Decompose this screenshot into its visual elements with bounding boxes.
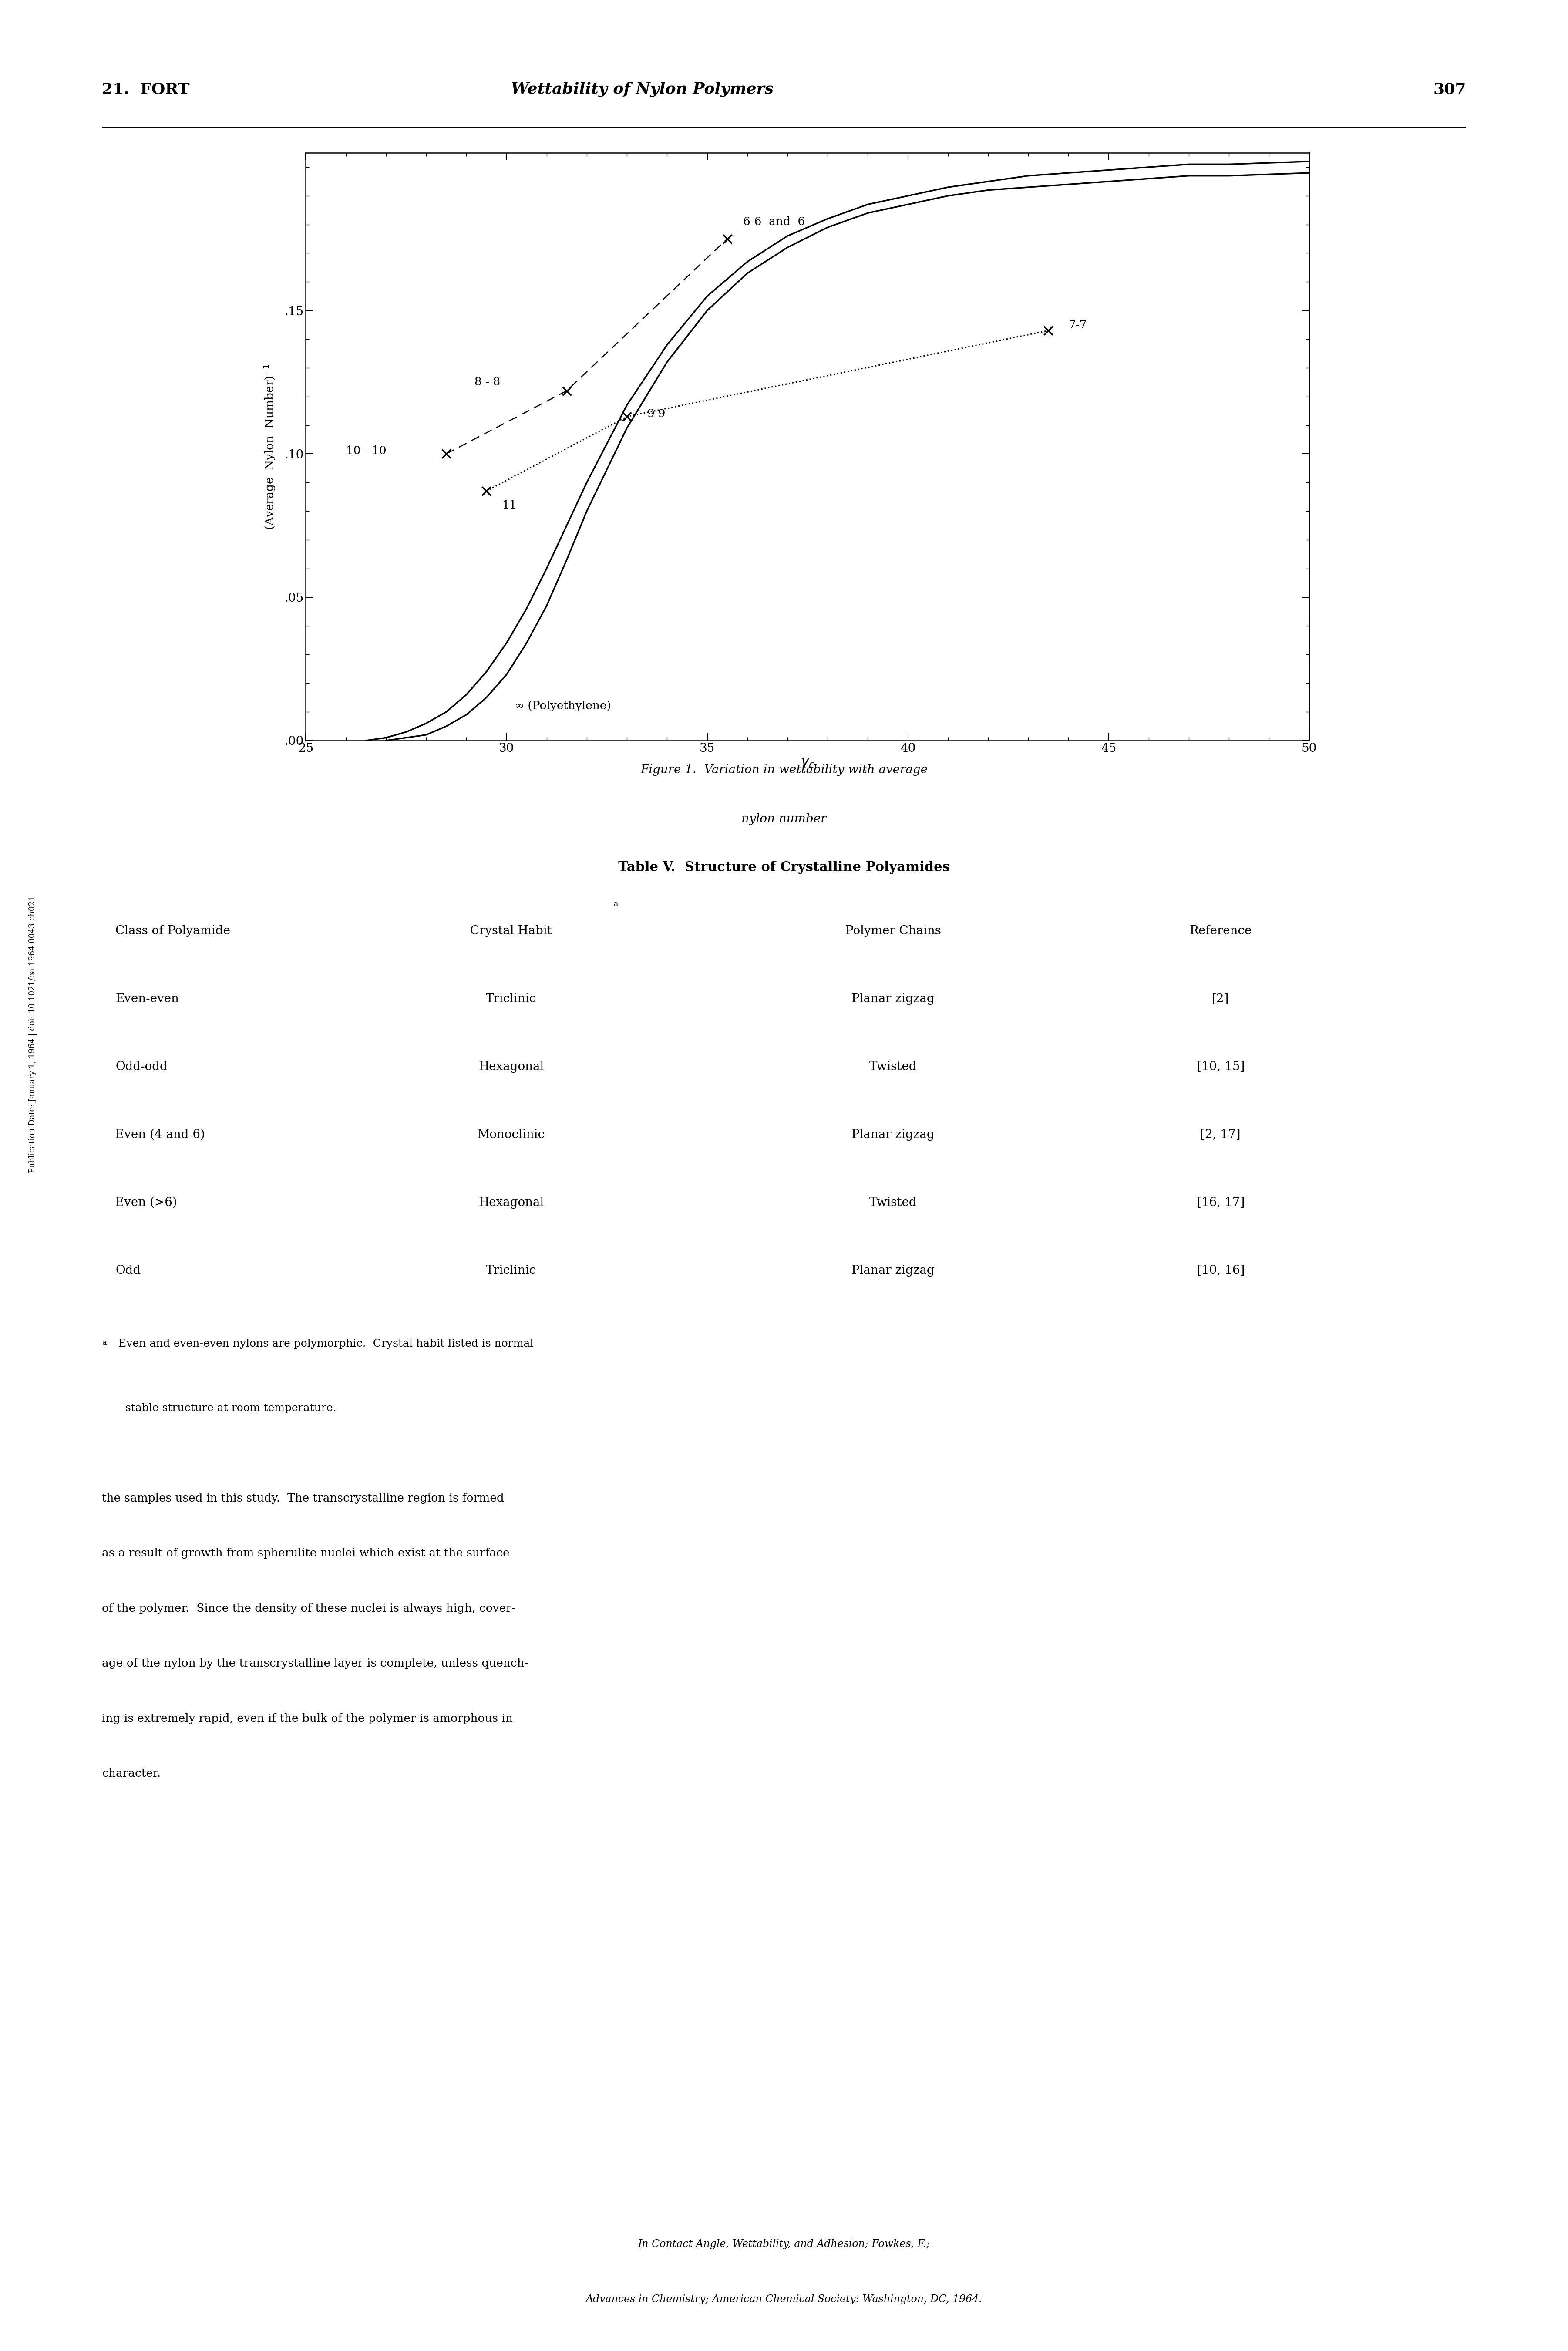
Text: 21.  FORT: 21. FORT [102,82,190,96]
Text: Planar zigzag: Planar zigzag [851,1128,935,1140]
Text: Twisted: Twisted [869,1060,917,1072]
Text: Even (>6): Even (>6) [116,1197,177,1208]
Text: Hexagonal: Hexagonal [478,1060,544,1072]
Text: Advances in Chemistry; American Chemical Society: Washington, DC, 1964.: Advances in Chemistry; American Chemical… [586,2295,982,2304]
Text: Figure 1.  Variation in wettability with average: Figure 1. Variation in wettability with … [640,764,928,776]
Text: the samples used in this study.  The transcrystalline region is formed: the samples used in this study. The tran… [102,1493,503,1505]
Text: 6-6  and  6: 6-6 and 6 [743,216,806,228]
Text: [16, 17]: [16, 17] [1196,1197,1245,1208]
Text: ∞ (Polyethylene): ∞ (Polyethylene) [514,701,612,712]
Text: Triclinic: Triclinic [486,1265,536,1277]
Text: Even and even-even nylons are polymorphic.  Crystal habit listed is normal: Even and even-even nylons are polymorphi… [118,1338,533,1349]
Text: Odd-odd: Odd-odd [116,1060,168,1072]
Text: a: a [102,1338,107,1347]
Text: Odd: Odd [116,1265,141,1277]
Text: Planar zigzag: Planar zigzag [851,992,935,1004]
Y-axis label: (Average  Nylon  Number)$^{-1}$: (Average Nylon Number)$^{-1}$ [262,364,278,529]
Text: age of the nylon by the transcrystalline layer is complete, unless quench-: age of the nylon by the transcrystalline… [102,1657,528,1669]
Text: Reference: Reference [1189,926,1251,938]
Text: Table V.  Structure of Crystalline Polyamides: Table V. Structure of Crystalline Polyam… [618,860,950,875]
Text: of the polymer.  Since the density of these nuclei is always high, cover-: of the polymer. Since the density of the… [102,1603,516,1613]
Text: Publication Date: January 1, 1964 | doi: 10.1021/ba-1964-0043.ch021: Publication Date: January 1, 1964 | doi:… [28,896,38,1173]
Text: [10, 15]: [10, 15] [1196,1060,1245,1072]
Text: Wettability of Nylon Polymers: Wettability of Nylon Polymers [511,82,773,96]
Text: In Contact Angle, Wettability, and Adhesion; Fowkes, F.;: In Contact Angle, Wettability, and Adhes… [638,2238,930,2250]
Text: ing is extremely rapid, even if the bulk of the polymer is amorphous in: ing is extremely rapid, even if the bulk… [102,1714,513,1723]
Text: 10 - 10: 10 - 10 [347,447,386,456]
Text: 307: 307 [1433,82,1466,96]
Text: Even-even: Even-even [116,992,179,1004]
Text: Triclinic: Triclinic [486,992,536,1004]
Text: 8 - 8: 8 - 8 [475,376,500,388]
Text: Monoclinic: Monoclinic [477,1128,546,1140]
Text: 7-7: 7-7 [1068,320,1087,329]
Text: nylon number: nylon number [742,813,826,825]
Text: Polymer Chains: Polymer Chains [845,926,941,938]
Text: a: a [613,900,618,907]
Text: [10, 16]: [10, 16] [1196,1265,1245,1277]
Text: [2, 17]: [2, 17] [1201,1128,1240,1140]
Text: Hexagonal: Hexagonal [478,1197,544,1208]
Text: 9-9: 9-9 [648,409,665,418]
Text: Planar zigzag: Planar zigzag [851,1265,935,1277]
Text: Crystal Habit: Crystal Habit [470,926,552,938]
Text: stable structure at room temperature.: stable structure at room temperature. [118,1404,336,1413]
Text: 11: 11 [502,501,517,510]
Text: character.: character. [102,1768,162,1780]
X-axis label: $\gamma_c$: $\gamma_c$ [800,755,815,769]
Text: as a result of growth from spherulite nuclei which exist at the surface: as a result of growth from spherulite nu… [102,1547,510,1559]
Text: [2]: [2] [1212,992,1229,1004]
Text: Class of Polyamide: Class of Polyamide [116,926,230,938]
Text: Twisted: Twisted [869,1197,917,1208]
Text: Even (4 and 6): Even (4 and 6) [116,1128,205,1140]
